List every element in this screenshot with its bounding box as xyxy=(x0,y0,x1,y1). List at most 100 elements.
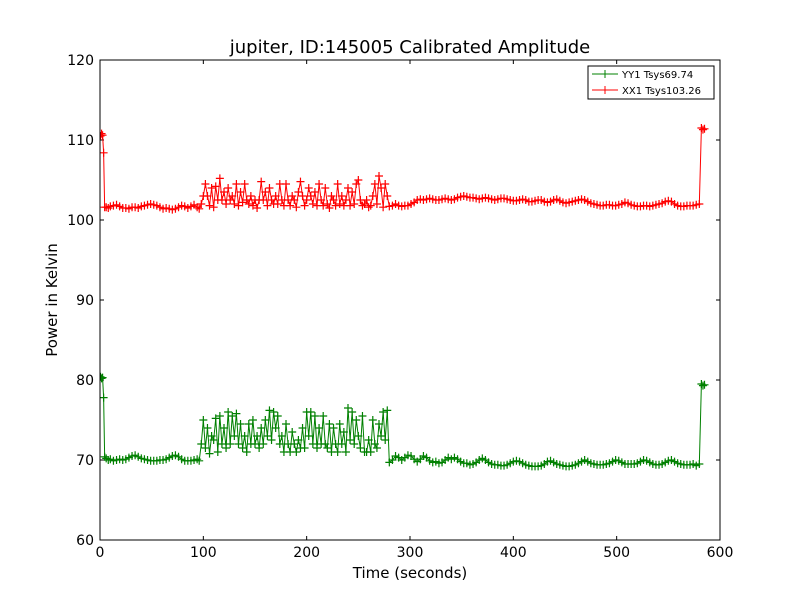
data-point-xx1 xyxy=(306,192,315,200)
legend-entry-xx1: XX1 Tsys103.26 xyxy=(592,86,701,97)
legend-label-xx1: XX1 Tsys103.26 xyxy=(622,86,701,97)
x-tick-label: 600 xyxy=(707,545,734,561)
data-point-yy1 xyxy=(100,373,107,382)
data-point-xx1 xyxy=(228,192,237,200)
data-point-yy1 xyxy=(372,444,381,452)
data-point-yy1 xyxy=(267,436,276,444)
data-point-yy1 xyxy=(298,424,307,432)
data-point-xx1 xyxy=(292,203,301,212)
data-point-xx1 xyxy=(348,188,357,196)
data-point-yy1 xyxy=(290,440,299,448)
data-point-yy1 xyxy=(335,420,344,428)
data-point-xx1 xyxy=(100,148,108,157)
data-point-yy1 xyxy=(288,428,297,436)
data-point-yy1 xyxy=(203,424,212,432)
data-point-yy1 xyxy=(275,440,284,448)
data-point-xx1 xyxy=(207,184,216,192)
data-point-yy1 xyxy=(304,432,313,440)
data-point-yy1 xyxy=(277,432,286,440)
data-point-xx1 xyxy=(337,192,346,200)
data-point-yy1 xyxy=(238,444,247,452)
data-point-yy1 xyxy=(313,444,321,452)
x-tick-label: 100 xyxy=(190,545,217,561)
y-tick-label: 80 xyxy=(76,373,94,389)
series-line-yy1 xyxy=(100,376,705,467)
data-point-xx1 xyxy=(315,180,324,188)
legend-marker-xx1 xyxy=(601,86,609,94)
data-point-xx1 xyxy=(244,200,253,208)
data-point-yy1 xyxy=(222,444,231,452)
data-point-xx1 xyxy=(341,196,350,204)
series-layer xyxy=(100,124,709,471)
data-point-yy1 xyxy=(228,412,237,420)
data-point-xx1 xyxy=(333,180,342,188)
data-point-yy1 xyxy=(100,372,105,381)
data-point-xx1 xyxy=(257,177,266,186)
legend-label-yy1: YY1 Tsys69.74 xyxy=(621,70,693,81)
legend-marker-yy1 xyxy=(601,70,609,78)
data-point-xx1 xyxy=(366,201,375,210)
data-point-yy1 xyxy=(209,436,218,444)
data-point-xx1 xyxy=(325,204,334,212)
data-point-xx1 xyxy=(197,200,206,208)
data-point-xx1 xyxy=(308,200,317,208)
data-point-yy1 xyxy=(217,440,226,448)
series-line-xx1 xyxy=(100,126,705,211)
data-point-yy1 xyxy=(339,428,348,436)
data-point-yy1 xyxy=(271,424,280,432)
data-point-yy1 xyxy=(251,440,259,448)
data-point-xx1 xyxy=(377,184,386,192)
data-point-yy1 xyxy=(321,440,330,448)
data-point-yy1 xyxy=(242,448,251,456)
data-point-xx1 xyxy=(319,201,328,210)
data-point-xx1 xyxy=(224,184,233,192)
y-tick-label: 120 xyxy=(67,53,94,69)
data-point-xx1 xyxy=(205,201,214,210)
data-point-yy1 xyxy=(348,408,357,416)
data-point-yy1 xyxy=(261,416,270,424)
data-point-xx1 xyxy=(230,200,239,208)
data-point-xx1 xyxy=(321,184,330,192)
data-point-yy1 xyxy=(319,412,328,420)
data-point-yy1 xyxy=(306,408,315,416)
data-point-yy1 xyxy=(333,448,342,456)
data-point-xx1 xyxy=(232,180,241,188)
data-point-yy1 xyxy=(211,414,220,423)
data-point-xx1 xyxy=(220,188,228,196)
data-point-yy1 xyxy=(337,440,346,448)
y-tick-label: 110 xyxy=(67,133,94,149)
data-point-yy1 xyxy=(269,408,278,416)
data-point-xx1 xyxy=(203,192,212,200)
data-point-yy1 xyxy=(695,460,704,468)
data-point-yy1 xyxy=(323,444,332,452)
data-point-xx1 xyxy=(383,192,392,200)
data-point-yy1 xyxy=(253,432,262,440)
data-point-xx1 xyxy=(222,200,231,208)
data-point-xx1 xyxy=(310,188,319,196)
data-point-xx1 xyxy=(695,200,704,208)
data-point-yy1 xyxy=(310,412,319,420)
data-point-xx1 xyxy=(209,203,218,212)
data-point-xx1 xyxy=(234,201,243,210)
data-point-yy1 xyxy=(224,408,233,416)
data-point-xx1 xyxy=(335,200,344,208)
y-tick-label: 100 xyxy=(67,213,94,229)
data-point-xx1 xyxy=(370,180,379,188)
data-point-yy1 xyxy=(352,416,361,424)
data-point-xx1 xyxy=(273,200,282,208)
y-axis-label: Power in Kelvin xyxy=(43,243,61,357)
data-point-yy1 xyxy=(350,440,359,448)
data-point-yy1 xyxy=(358,412,367,420)
data-point-yy1 xyxy=(370,440,379,448)
data-point-yy1 xyxy=(104,456,113,464)
data-point-xx1 xyxy=(240,180,249,188)
data-point-yy1 xyxy=(292,448,301,456)
data-point-yy1 xyxy=(265,406,274,415)
data-point-xx1 xyxy=(304,184,313,192)
data-point-xx1 xyxy=(263,201,272,210)
data-point-yy1 xyxy=(197,440,206,448)
data-point-yy1 xyxy=(315,424,324,432)
data-point-yy1 xyxy=(257,424,266,432)
data-point-yy1 xyxy=(356,444,365,452)
data-point-yy1 xyxy=(329,424,338,432)
